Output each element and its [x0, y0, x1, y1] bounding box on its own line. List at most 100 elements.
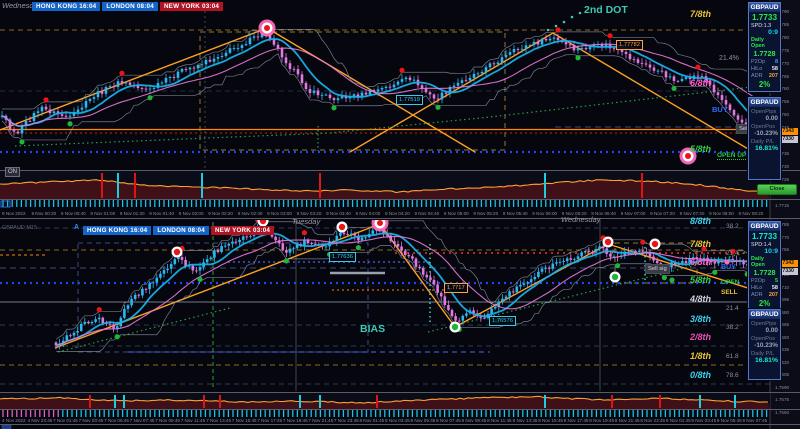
- price-axis-label: 1.7590: [775, 384, 790, 390]
- info-panel-top: GBPAUD 1.7733 SPD:1.3 0:9 Daily Open 1.7…: [748, 2, 781, 92]
- bottom-chart[interactable]: [0, 215, 770, 392]
- time-axis-label: 9 Nov 06:20: [561, 211, 587, 216]
- time-axis-label: 9 Nov 2022: [2, 211, 26, 216]
- price-tag-7717[interactable]: 1.7717: [444, 283, 468, 293]
- time-axis-label: 8 Nov 21:45: [614, 418, 640, 423]
- account-panel-top: GBPAUD OpenPips 0.00 OpenPos -10.23% Dai…: [748, 97, 781, 180]
- time-axis-label: 8 Nov 17:45: [563, 418, 589, 423]
- murrey-8-8th: 8/8th: [690, 216, 712, 226]
- indicator-on-button[interactable]: ON: [5, 167, 20, 177]
- bias-label: BIAS: [360, 323, 386, 335]
- time-axis-label: 9 Nov 05:45: [716, 418, 742, 423]
- price-axis-label: 1.7605: [775, 372, 790, 377]
- panel-row-label: HiLo: [751, 66, 763, 72]
- time-axis-label: 9 Nov 07:45: [742, 418, 768, 423]
- sell-signal-dot: [96, 306, 102, 313]
- open-pos-value: -10.23%: [754, 342, 778, 349]
- account-panel-bottom: GBPAUD OpenPips 0.00 OpenPos -10.23% Dai…: [748, 309, 781, 380]
- top-chart[interactable]: [0, 6, 770, 169]
- price-axis-label: 1.7620: [775, 359, 790, 365]
- sell-signal-dot: [607, 33, 613, 39]
- trendline[interactable]: [266, 27, 476, 153]
- time-axis-label: 7 Nov 21:45: [308, 418, 334, 423]
- time-axis-label: 7 Nov 07:45: [129, 418, 155, 423]
- close-trade-button[interactable]: Close: [757, 184, 797, 195]
- status-marker-box: [1, 425, 12, 429]
- price-axis-label: 1.7780: [775, 34, 790, 40]
- pct-4: 38.2: [726, 324, 739, 331]
- panel-daily-open-value: 1.7728: [753, 268, 776, 277]
- time-axis-label: 8 Nov 19:45: [589, 418, 615, 423]
- time-axis-label: 7 Nov 09:45: [155, 418, 180, 423]
- time-axis-label: 9 Nov 05:40: [502, 211, 528, 216]
- time-axis-label: 9 Nov 02:00: [178, 211, 204, 216]
- open-pos-label: OpenPos: [751, 124, 776, 130]
- sell-tag-bottom[interactable]: Sell sig: [645, 264, 670, 274]
- price-tag-76576[interactable]: 1.76576: [489, 316, 516, 326]
- sell-signal-dot: [555, 27, 561, 33]
- price-axis-label: 1.7665: [775, 322, 790, 327]
- murrey-2-8th: 2/8th: [690, 332, 712, 342]
- session-badge-london: LONDON 08:04: [153, 226, 209, 235]
- price-tag-77782[interactable]: 1.77782: [616, 40, 643, 50]
- sell-signal-dot: [695, 64, 701, 70]
- buy-signal-dot: [615, 263, 621, 269]
- sell-signal-dot: [43, 97, 49, 103]
- panel-daily-open-value: 1.7728: [753, 49, 776, 58]
- time-axis-label: 9 Nov 05:00: [443, 211, 469, 216]
- time-axis-label: 9 Nov 05:20: [473, 211, 499, 216]
- trendline[interactable]: [379, 223, 456, 328]
- open-up-label: OPEN UP: [717, 152, 747, 161]
- buy-signal-dot: [147, 95, 153, 101]
- open-pips-label: OpenPips: [751, 321, 777, 327]
- price-axis-label: 1.7790: [775, 9, 790, 14]
- panel-spread: SPD:1.3: [751, 23, 772, 29]
- buy-signal-dot: [355, 245, 361, 251]
- panel-spread: SPD:1.4: [751, 242, 772, 248]
- price-axis-label: 1.7760: [775, 86, 790, 92]
- price-axis-label: 1.7750: [775, 112, 790, 118]
- price-axis-label: 1.7765: [775, 73, 790, 79]
- time-axis-label: 8 Nov 11:45: [487, 418, 512, 423]
- panel-title: GBPAUD: [749, 222, 780, 231]
- panel-adr-percent: 2%: [758, 80, 771, 89]
- panel-row-value: 207: [768, 73, 778, 79]
- session-badge-london: LONDON 08:04: [102, 2, 158, 11]
- buy-label-top: BUY: [712, 105, 728, 114]
- sell-signal-dot: [399, 67, 405, 73]
- trendline[interactable]: [607, 243, 770, 296]
- price-axis-label: 1.7745: [775, 125, 789, 130]
- panel-row-label: HiLo: [751, 285, 763, 291]
- time-axis-label: 9 Nov 04:20: [385, 211, 410, 216]
- time-axis-label: 7 Nov 03:45: [78, 418, 104, 423]
- time-axis-label: 9 Nov 07:20: [650, 211, 675, 216]
- sell-signal-dot: [301, 230, 307, 236]
- time-axis-label: 7 Nov 23:45: [333, 418, 359, 423]
- session-badge-hong-kong: HONG KONG 16:04: [83, 226, 152, 235]
- murrey-4-8th: 4/8th: [690, 294, 712, 304]
- trendline[interactable]: [0, 27, 268, 131]
- time-axis-label: 9 Nov 08:00: [709, 211, 734, 216]
- daily-pl-label: Daily P/L: [751, 139, 775, 145]
- price-axis-label: 1.7635: [775, 347, 790, 352]
- price-tag-77519[interactable]: 1.77519: [396, 95, 423, 105]
- time-axis-label: 4 Nov 2022: [2, 418, 26, 423]
- daily-pl-value: 16.81%: [754, 357, 778, 364]
- time-axis-label: 7 Nov 01:45: [53, 418, 78, 423]
- session-clock-top: HONG KONG 16:04 LONDON 08:04 NEW YORK 03:0…: [32, 2, 224, 11]
- time-axis-label: 8 Nov 07:45: [436, 418, 461, 423]
- price-tag-77636[interactable]: 1.77636: [329, 252, 356, 262]
- order-marker-box: [0, 200, 11, 208]
- panel-row-label: ADR: [751, 292, 763, 298]
- current-price-marker: 1.77343: [771, 260, 798, 267]
- buy-signal-dot: [19, 139, 25, 145]
- sell-signal-dot: [730, 248, 736, 254]
- murrey-1-8th: 1/8th: [690, 351, 712, 361]
- current-price-marker: 1.77330: [771, 136, 798, 143]
- pct-6: 78.6: [726, 372, 739, 379]
- price-axis-label: 1.7755: [775, 99, 790, 105]
- buy-signal-dot: [575, 55, 581, 61]
- pct-2: 21.4: [726, 250, 739, 257]
